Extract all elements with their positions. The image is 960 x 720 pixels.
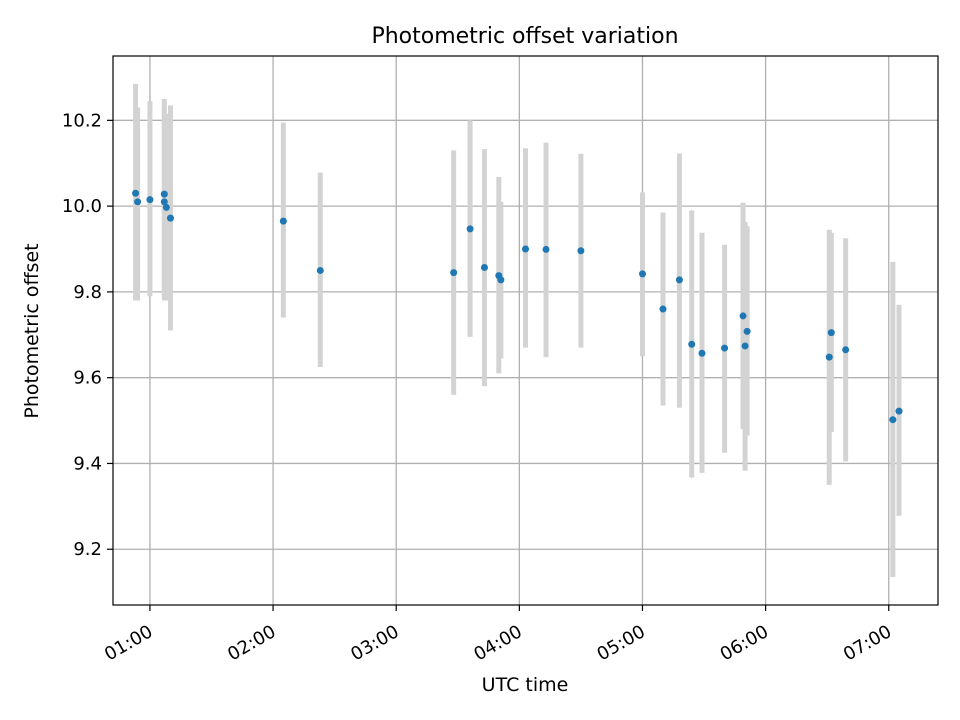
- data-point: [279, 217, 287, 225]
- data-point: [160, 190, 168, 198]
- x-axis-label: UTC time: [482, 674, 569, 696]
- y-axis-label: Photometric offset: [21, 243, 43, 418]
- data-point: [842, 346, 850, 354]
- data-point: [688, 340, 696, 348]
- data-point: [638, 270, 646, 278]
- y-tick-label: 9.4: [73, 453, 102, 474]
- plot-frame: [112, 55, 939, 606]
- data-point: [132, 189, 140, 197]
- data-point: [466, 225, 474, 233]
- data-point: [160, 198, 168, 206]
- data-point: [522, 245, 529, 253]
- data-point: [316, 266, 324, 274]
- data-point: [743, 327, 751, 335]
- y-tick-label: 9.2: [73, 539, 102, 560]
- data-point: [480, 263, 488, 271]
- data-point: [162, 203, 170, 211]
- data-point: [450, 269, 458, 277]
- data-point: [577, 247, 585, 255]
- data-point: [721, 344, 729, 352]
- y-tick-label: 9.6: [73, 368, 102, 389]
- data-point: [166, 214, 174, 222]
- data-point: [146, 196, 154, 204]
- y-tick-label: 9.8: [73, 282, 102, 303]
- y-axis-ticks: 9.2 9.4 9.6 9.8 10.0 10.2: [62, 110, 113, 560]
- data-point: [895, 407, 903, 415]
- data-point: [825, 353, 833, 361]
- y-tick-label: 10.0: [62, 196, 102, 217]
- data-points: [132, 189, 903, 424]
- data-point: [497, 276, 505, 284]
- data-point: [542, 245, 550, 253]
- data-point: [741, 342, 749, 350]
- data-point: [698, 349, 706, 357]
- data-point: [739, 312, 747, 320]
- data-point: [827, 329, 835, 337]
- data-point: [889, 416, 897, 424]
- data-point: [134, 198, 142, 206]
- y-tick-label: 10.2: [62, 110, 102, 131]
- data-point: [659, 305, 667, 313]
- data-point: [675, 276, 683, 284]
- chart-title: Photometric offset variation: [371, 24, 678, 49]
